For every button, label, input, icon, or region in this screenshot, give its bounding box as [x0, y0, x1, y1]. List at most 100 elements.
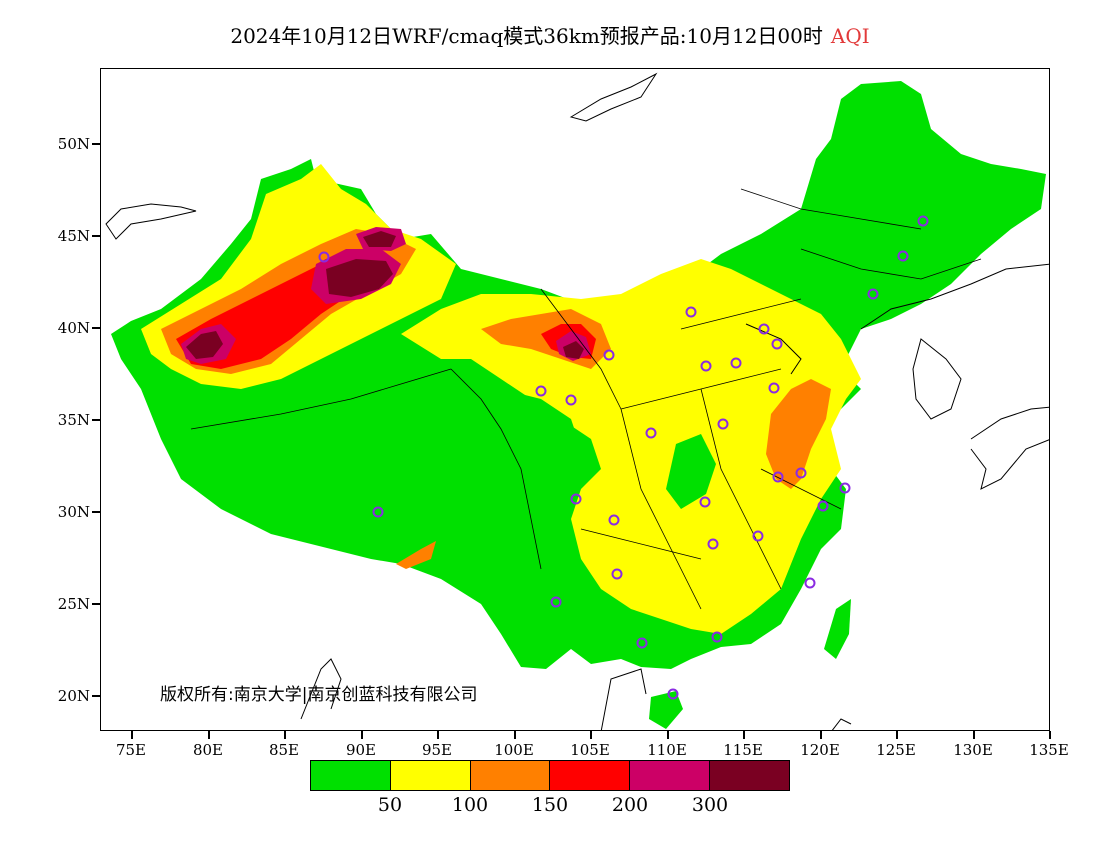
lon-tick: [208, 731, 210, 739]
north-china-yellow: [401, 259, 861, 634]
lat-tick: [92, 695, 100, 697]
legend-swatch-4: [630, 761, 711, 790]
lat-label-50n: 50N: [57, 135, 90, 153]
aqi-map-panel: [100, 68, 1050, 731]
legend-swatch-3: [550, 761, 631, 790]
hainan-island: [649, 691, 683, 729]
lat-label-25n: 25N: [57, 595, 90, 613]
legend-swatch-5: [710, 761, 789, 790]
site-marker: [897, 250, 909, 262]
taiwan-island: [824, 599, 851, 659]
lon-tick: [896, 731, 898, 739]
lon-label-80e: 80E: [192, 741, 224, 759]
site-marker: [550, 596, 562, 608]
site-marker: [372, 506, 384, 518]
site-marker: [758, 323, 770, 335]
site-marker: [917, 215, 929, 227]
coastlines: [105, 72, 1049, 730]
site-marker: [839, 482, 851, 494]
site-marker: [771, 338, 783, 350]
legend-swatch-2: [470, 761, 551, 790]
tibet-orange: [396, 541, 436, 569]
lon-label-100e: 100E: [494, 741, 534, 759]
lon-tick: [820, 731, 822, 739]
lat-label-40n: 40N: [57, 319, 90, 337]
lon-label-135e: 135E: [1029, 741, 1069, 759]
lon-tick: [437, 731, 439, 739]
lon-tick: [361, 731, 363, 739]
north-xinjiang-darkred: [363, 231, 396, 247]
shandong-orange: [766, 379, 831, 489]
site-marker: [730, 357, 742, 369]
lon-label-130e: 130E: [953, 741, 993, 759]
site-marker: [795, 467, 807, 479]
site-marker: [318, 251, 330, 263]
aqi-map: [105, 72, 1049, 730]
site-marker: [711, 631, 723, 643]
lon-label-120e: 120E: [800, 741, 840, 759]
copyright-text: 版权所有:南京大学|南京创蓝科技有限公司: [160, 685, 478, 705]
site-marker: [752, 530, 764, 542]
site-marker: [717, 418, 729, 430]
lat-tick: [92, 419, 100, 421]
site-marker: [645, 427, 657, 439]
site-marker: [603, 349, 615, 361]
tarim-darkred: [186, 331, 223, 359]
lat-label-30n: 30N: [57, 503, 90, 521]
lat-tick: [92, 511, 100, 513]
site-marker: [608, 514, 620, 526]
lon-tick: [514, 731, 516, 739]
site-marker: [700, 360, 712, 372]
central-green-patch: [666, 434, 716, 509]
lon-label-75e: 75E: [115, 741, 147, 759]
legend-label-200: 200: [611, 794, 649, 816]
gansu-darkred: [563, 341, 584, 359]
lon-label-125e: 125E: [876, 741, 916, 759]
site-marker: [570, 493, 582, 505]
lon-tick: [131, 731, 133, 739]
legend-label-100: 100: [451, 794, 489, 816]
lat-tick: [92, 235, 100, 237]
lon-tick: [284, 731, 286, 739]
site-marker: [636, 637, 648, 649]
province-boundaries: [190, 188, 982, 610]
lon-tick: [590, 731, 592, 739]
map-title: 2024年10月12日WRF/cmaq模式36km预报产品:10月12日00时 A…: [0, 20, 1100, 49]
aqi-legend: [310, 760, 790, 791]
site-marker: [804, 577, 816, 589]
lon-label-105e: 105E: [570, 741, 610, 759]
legend-label-50: 50: [377, 794, 403, 816]
legend-label-150: 150: [531, 794, 569, 816]
title-main: 2024年10月12日WRF/cmaq模式36km预报产品:10月12日00时: [230, 24, 823, 48]
site-marker: [685, 306, 697, 318]
title-variable: AQI: [830, 24, 870, 48]
lon-label-115e: 115E: [723, 741, 763, 759]
site-markers: [318, 215, 929, 700]
site-marker: [667, 688, 679, 700]
site-marker: [817, 500, 829, 512]
lon-tick: [973, 731, 975, 739]
lat-label-35n: 35N: [57, 411, 90, 429]
lat-tick: [92, 603, 100, 605]
lon-label-90e: 90E: [345, 741, 377, 759]
site-marker: [772, 471, 784, 483]
legend-swatch-0: [311, 761, 391, 790]
lat-tick: [92, 143, 100, 145]
legend-swatch-1: [390, 761, 471, 790]
site-marker: [611, 568, 623, 580]
lat-label-20n: 20N: [57, 687, 90, 705]
site-marker: [565, 394, 577, 406]
legend-label-300: 300: [691, 794, 729, 816]
site-marker: [699, 496, 711, 508]
junggar-darkred: [326, 259, 393, 297]
lon-tick: [1049, 731, 1051, 739]
lon-tick: [667, 731, 669, 739]
site-marker: [867, 288, 879, 300]
lon-label-85e: 85E: [268, 741, 300, 759]
lon-tick: [743, 731, 745, 739]
lat-label-45n: 45N: [57, 227, 90, 245]
site-marker: [535, 385, 547, 397]
lon-label-110e: 110E: [647, 741, 687, 759]
site-marker: [768, 382, 780, 394]
site-marker: [707, 538, 719, 550]
